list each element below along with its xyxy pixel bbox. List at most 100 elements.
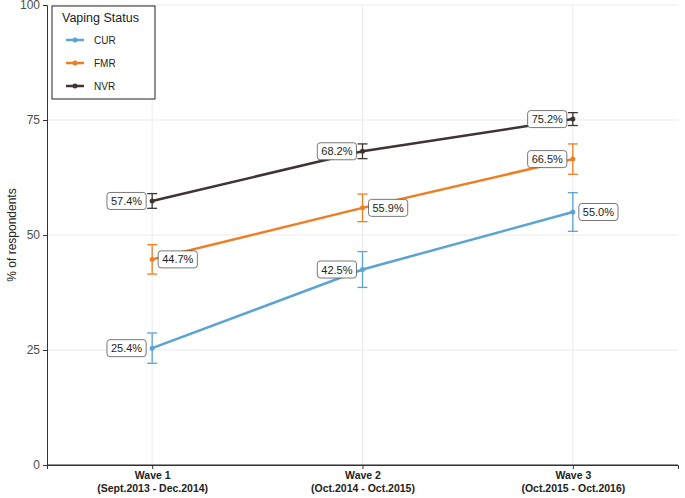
y-tick-label: 50 [27,228,41,242]
y-tick-mark [43,350,47,351]
error-bar-cap [568,112,578,113]
error-bar-cap [358,221,368,222]
y-tick-label: 0 [33,458,40,472]
data-label-box [317,261,356,278]
legend-marker [73,61,78,66]
data-label-box [107,192,146,209]
y-tick-mark [43,5,47,6]
x-tick: Wave 2(Oct.2014 - Oct.2015) [311,465,415,494]
legend-marker [73,38,78,43]
y-tick: 100 [20,0,47,12]
error-bars [147,144,578,274]
data-label-text: 66.5% [532,153,563,165]
data-label-box [317,143,356,160]
plot-area [147,113,578,364]
grid-line [47,465,678,466]
legend: Vaping Status CUR FMR NVR [52,6,155,99]
error-bars [147,193,578,364]
y-tick-mark [43,120,47,121]
series-line [152,119,573,201]
data-label-text: 42.5% [321,264,352,276]
error-bar-cap [147,193,157,194]
point [360,205,365,210]
error-bars [147,113,578,209]
x-tick-label: Wave 1(Sept.2013 - Dec.2014) [97,469,208,493]
legend-label: FMR [94,58,116,69]
point [360,149,365,154]
x-tick: Wave 1(Sept.2013 - Dec.2014) [97,465,208,494]
error-bar-cap [358,158,368,159]
data-label: 68.2% [317,143,356,160]
error-bar-cap [358,251,368,252]
error-bar-cap [147,208,157,209]
y-tick-label: 25 [27,343,41,357]
x-tick-label: Wave 2(Oct.2014 - Oct.2015) [311,469,415,493]
y-tick-mark [43,235,47,236]
data-label: 25.4% [107,340,146,357]
legend-title: Vaping Status [62,11,139,25]
y-tick-label: 75 [27,113,41,127]
data-label-box [528,151,567,168]
legend-entry: FMR [66,58,116,69]
data-label: 57.4% [107,192,146,209]
data-label-text: 75.2% [532,113,563,125]
data-label-text: 55.0% [583,206,614,218]
x-tick-mark [573,465,574,469]
x-tick-mark [363,465,364,469]
y-tick: 25 [27,343,47,357]
point [570,117,575,122]
x-axis: Wave 1(Sept.2013 - Dec.2014) Wave 2(Oct.2… [48,465,679,494]
error-bar-cap [147,332,157,333]
chart: 0255075100Wave 1(Sept.2013 - Dec.2014)Wa… [0,0,685,498]
error-bar-cap [147,363,157,364]
grid [47,5,678,465]
x-axis-line [47,465,678,466]
data-label: 42.5% [317,261,356,278]
data-label-box [107,340,146,357]
y-axis-line [43,6,48,466]
error-bar-cap [358,287,368,288]
legend-entry: NVR [66,81,115,92]
point [150,198,155,203]
data-label-text: 55.9% [373,202,404,214]
error-bar-cap [358,143,368,144]
point [360,267,365,272]
legend-entry: CUR [66,35,116,46]
y-tick: 50 [27,228,47,242]
grid-line [362,5,363,465]
data-label-box [579,204,618,221]
data-label: 75.2% [528,111,567,128]
legend-box [52,6,155,99]
error-bar-cap [147,244,157,245]
data-labels: 25.4% 42.5% 55.0% 44.7% 55.9% 66.5% 57.4% 68.2%… [107,111,618,357]
y-tick: 75 [27,113,47,127]
data-label-box [369,199,408,216]
y-axis: 0 25 50 75 100 [20,0,48,472]
data-label: 55.9% [369,199,408,216]
data-label: 66.5% [528,151,567,168]
point [150,346,155,351]
error-bar-cap [147,273,157,274]
data-label-text: 25.4% [111,342,142,354]
error-bar-cap [568,192,578,193]
data-label-text: 44.7% [162,253,193,265]
point [570,157,575,162]
series-line [152,159,573,259]
legend-marker [73,84,78,89]
x-tick: Wave 3(Oct.2015 - Oct.2016) [521,465,625,494]
legend-label: CUR [94,35,116,46]
y-tick: 0 [33,458,47,472]
y-tick-mark [43,465,47,466]
data-label-box [158,251,197,268]
error-bar-cap [568,174,578,175]
x-tick-label: Wave 3(Oct.2015 - Oct.2016) [521,469,625,493]
x-tick-mark [152,465,153,469]
grid-line [572,5,573,465]
y-tick-label: 100 [20,0,40,12]
series-line [152,212,573,348]
y-axis-title: % of respondents [5,188,19,281]
error-bar-cap [568,143,578,144]
error-bar-cap [568,231,578,232]
data-label-text: 57.4% [111,195,142,207]
data-label: 55.0% [579,204,618,221]
